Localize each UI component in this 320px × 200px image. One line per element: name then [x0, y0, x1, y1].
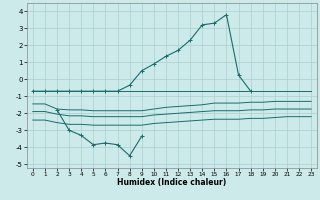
- X-axis label: Humidex (Indice chaleur): Humidex (Indice chaleur): [117, 178, 227, 187]
